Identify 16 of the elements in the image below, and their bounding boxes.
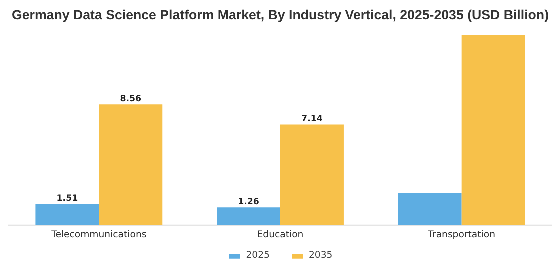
bar — [36, 204, 100, 226]
bar — [217, 208, 280, 226]
bar — [398, 193, 462, 226]
data-label: 8.56 — [120, 94, 142, 105]
data-label: 7.14 — [302, 114, 323, 125]
data-label: 1.51 — [56, 194, 78, 204]
legend-label: 2025 — [246, 250, 270, 261]
x-tick-label: Education — [257, 229, 304, 240]
bar — [280, 124, 344, 226]
x-tick-label: Transportation — [427, 229, 496, 240]
chart-title: Germany Data Science Platform Market, By Industry Vertical, 2025-2035 (USD Billion) — [12, 8, 550, 22]
data-label: 1.26 — [238, 198, 260, 208]
bar — [99, 104, 163, 226]
x-tick-label: Telecommunications — [50, 229, 147, 240]
legend-label: 2035 — [309, 250, 333, 261]
bar — [462, 35, 526, 226]
